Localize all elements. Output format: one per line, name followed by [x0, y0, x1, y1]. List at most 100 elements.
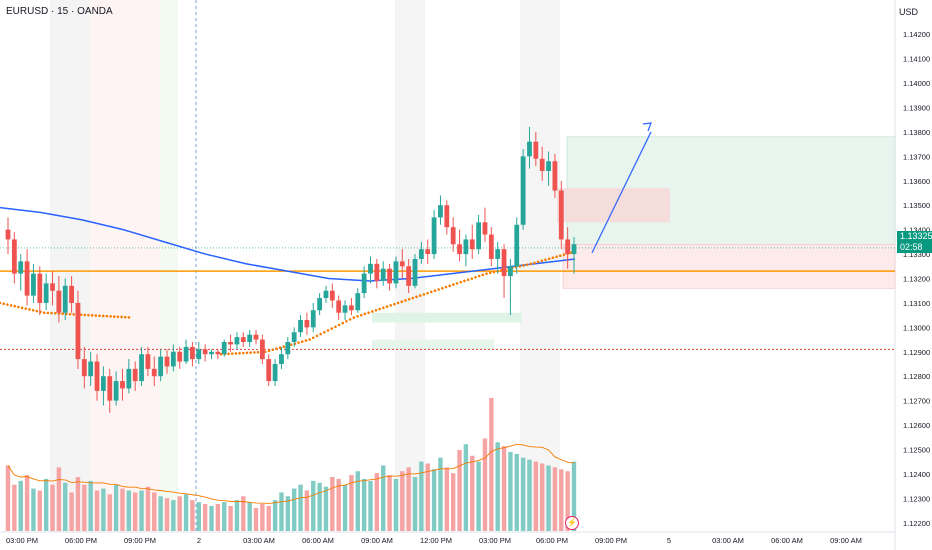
candle-body	[399, 261, 405, 267]
projection-arrow	[591, 131, 652, 254]
candle-body	[18, 261, 24, 274]
dotted-average-point	[105, 314, 109, 318]
volume-bar	[152, 492, 157, 531]
dotted-average-point	[441, 286, 444, 290]
candle-body	[552, 161, 558, 191]
candle-body	[565, 239, 571, 255]
candle-body	[457, 244, 462, 255]
dotted-average-point	[562, 253, 566, 256]
dotted-average-point	[68, 312, 72, 316]
candle-body	[240, 337, 246, 343]
symbol-label[interactable]: EURUSD · 15 · OANDA	[6, 6, 113, 17]
volume-bar	[196, 502, 201, 531]
x-tick-label: 06:00 PM	[536, 536, 568, 545]
volume-bar	[88, 480, 93, 531]
dotted-average-point	[382, 306, 385, 310]
dotted-average-point	[289, 343, 293, 346]
candle-body	[380, 268, 386, 281]
currency-label: USD	[898, 7, 918, 17]
candle-body	[11, 239, 17, 274]
candle-body	[546, 161, 551, 172]
dotted-average-point	[256, 350, 260, 354]
x-tick-label: 09:00 PM	[124, 536, 156, 545]
bar-countdown: 02:58	[900, 242, 923, 252]
candle-body	[310, 310, 316, 328]
volume-bar	[349, 475, 354, 531]
volume-bar	[355, 471, 360, 531]
volume-bar	[215, 504, 221, 531]
volume-bar	[527, 459, 532, 531]
current-price-tag: 1.13325 02:58	[897, 231, 932, 253]
dotted-average-point	[529, 262, 533, 266]
volume-bar	[323, 486, 329, 531]
candle-body	[126, 368, 132, 389]
dotted-average-point	[42, 311, 46, 315]
x-tick-label: 06:00 PM	[65, 536, 97, 545]
dotted-average-point	[323, 330, 326, 334]
dotted-average-point	[492, 270, 496, 274]
volume-bar	[260, 504, 265, 531]
dotted-average-point	[46, 311, 50, 315]
volume-bar	[120, 488, 125, 531]
candle-body	[558, 190, 564, 240]
candle-body	[298, 320, 303, 333]
dotted-average-point	[452, 283, 455, 286]
dotted-average-point	[345, 319, 348, 323]
dotted-average-point	[24, 307, 28, 310]
dotted-average-point	[282, 345, 286, 348]
candle-body	[476, 222, 482, 250]
dotted-average-point	[525, 263, 529, 266]
dotted-average-point	[558, 254, 562, 257]
volume-bar	[463, 444, 469, 531]
volume-bar	[202, 504, 208, 531]
volume-bar	[145, 486, 151, 531]
volume-bar	[43, 478, 49, 531]
candle-body	[266, 359, 272, 382]
volume-bar	[164, 498, 170, 531]
volume-bar	[508, 451, 513, 531]
dotted-average-point	[555, 255, 558, 259]
dotted-average-point	[253, 351, 256, 354]
demand-zone-2	[372, 339, 494, 350]
dotted-average-point	[13, 304, 17, 308]
volume-bar	[222, 502, 227, 531]
candle-body	[107, 376, 113, 401]
dotted-average-point	[87, 313, 90, 317]
y-tick-label: 1.12600	[903, 421, 930, 430]
dotted-average-point	[411, 296, 415, 300]
dotted-average-point	[544, 258, 547, 262]
dotted-average-point	[466, 278, 470, 282]
volume-bar	[126, 490, 132, 531]
volume-bar	[559, 469, 564, 531]
candle-body	[132, 368, 138, 382]
volume-bar	[171, 500, 176, 531]
x-tick-label: 03:00 AM	[712, 536, 744, 545]
dotted-average-point	[50, 311, 53, 315]
candle-body	[62, 285, 68, 313]
candle-body	[202, 349, 208, 355]
candle-body	[349, 305, 354, 311]
volume-bar	[565, 471, 570, 531]
dotted-average-point	[28, 308, 31, 311]
volume-bar	[419, 461, 424, 531]
y-tick-label: 1.12800	[903, 372, 930, 381]
candle-body	[234, 337, 240, 345]
candle-body	[291, 332, 297, 343]
volume-bar	[279, 492, 284, 531]
dotted-average-point	[393, 302, 396, 306]
y-tick-label: 1.14100	[903, 55, 930, 64]
projection-arrowhead	[642, 122, 652, 132]
y-tick-label: 1.13500	[903, 201, 930, 210]
candle-body	[406, 266, 412, 286]
dotted-average-point	[330, 327, 334, 330]
dotted-average-point	[304, 339, 308, 342]
candle-body	[431, 217, 437, 255]
volume-bar	[495, 442, 500, 531]
demand-zone-1	[372, 312, 522, 323]
dotted-average-point	[238, 351, 241, 355]
dotted-average-point	[533, 261, 536, 265]
dotted-average-point	[219, 352, 223, 356]
session-band-3	[395, 0, 425, 532]
lightning-icon[interactable]: ⚡	[565, 516, 579, 530]
